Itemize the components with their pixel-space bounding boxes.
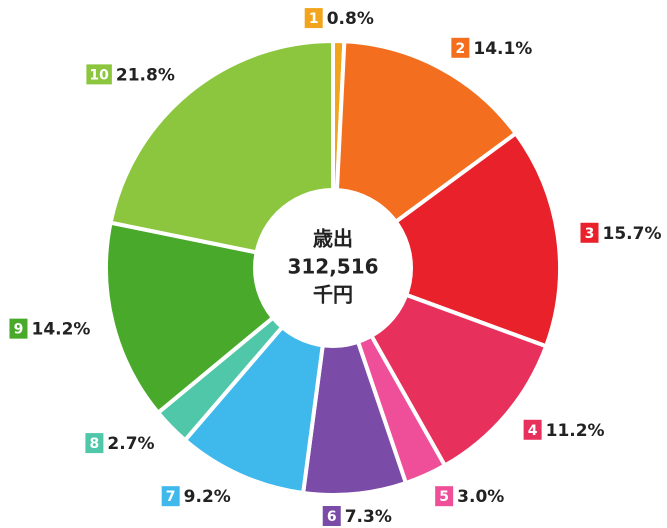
slice-value-label: 14.1%: [473, 39, 532, 59]
slice-value-label: 11.2%: [546, 421, 605, 441]
slice-number: 3: [585, 226, 595, 242]
slice-value-label: 0.8%: [327, 9, 374, 29]
center-total: 312,516: [287, 255, 378, 279]
slice-number: 8: [90, 436, 100, 452]
slice-number: 10: [89, 67, 109, 83]
slice-value-label: 9.2%: [184, 487, 231, 507]
chart: 歳出 312,516 千円 1 0.8% 2 14.1% 3 15.7% 4 11.2% 5 3.…: [0, 0, 667, 528]
slice-number: 7: [166, 489, 176, 505]
slice-label: 8 2.7%: [85, 433, 154, 454]
slice-value-label: 14.2%: [31, 320, 90, 340]
slice-label: 2 14.1%: [451, 38, 532, 59]
slice-number: 2: [455, 41, 465, 57]
slice-label: 9 14.2%: [9, 319, 90, 340]
slice-value-label: 3.0%: [457, 487, 504, 507]
center-unit: 千円: [313, 283, 353, 307]
slice-value-label: 7.3%: [345, 507, 392, 527]
slice-number: 9: [14, 322, 24, 338]
slice-label: 5 3.0%: [435, 486, 504, 507]
center-title: 歳出: [313, 227, 353, 251]
slice-label: 1 0.8%: [305, 8, 374, 29]
slice-label: 6 7.3%: [323, 506, 392, 527]
slice-value-label: 15.7%: [603, 224, 662, 244]
slice-label: 10 21.8%: [86, 64, 174, 85]
slice-number: 5: [439, 489, 449, 505]
slice-value-label: 2.7%: [107, 434, 154, 454]
slice-label: 4 11.2%: [524, 420, 605, 441]
slice-label: 7 9.2%: [162, 486, 231, 507]
slice-value-label: 21.8%: [116, 65, 175, 85]
slice-label: 3 15.7%: [581, 223, 662, 244]
slice-number: 1: [309, 11, 319, 27]
slice-number: 4: [528, 423, 538, 439]
slice-number: 6: [327, 509, 337, 525]
